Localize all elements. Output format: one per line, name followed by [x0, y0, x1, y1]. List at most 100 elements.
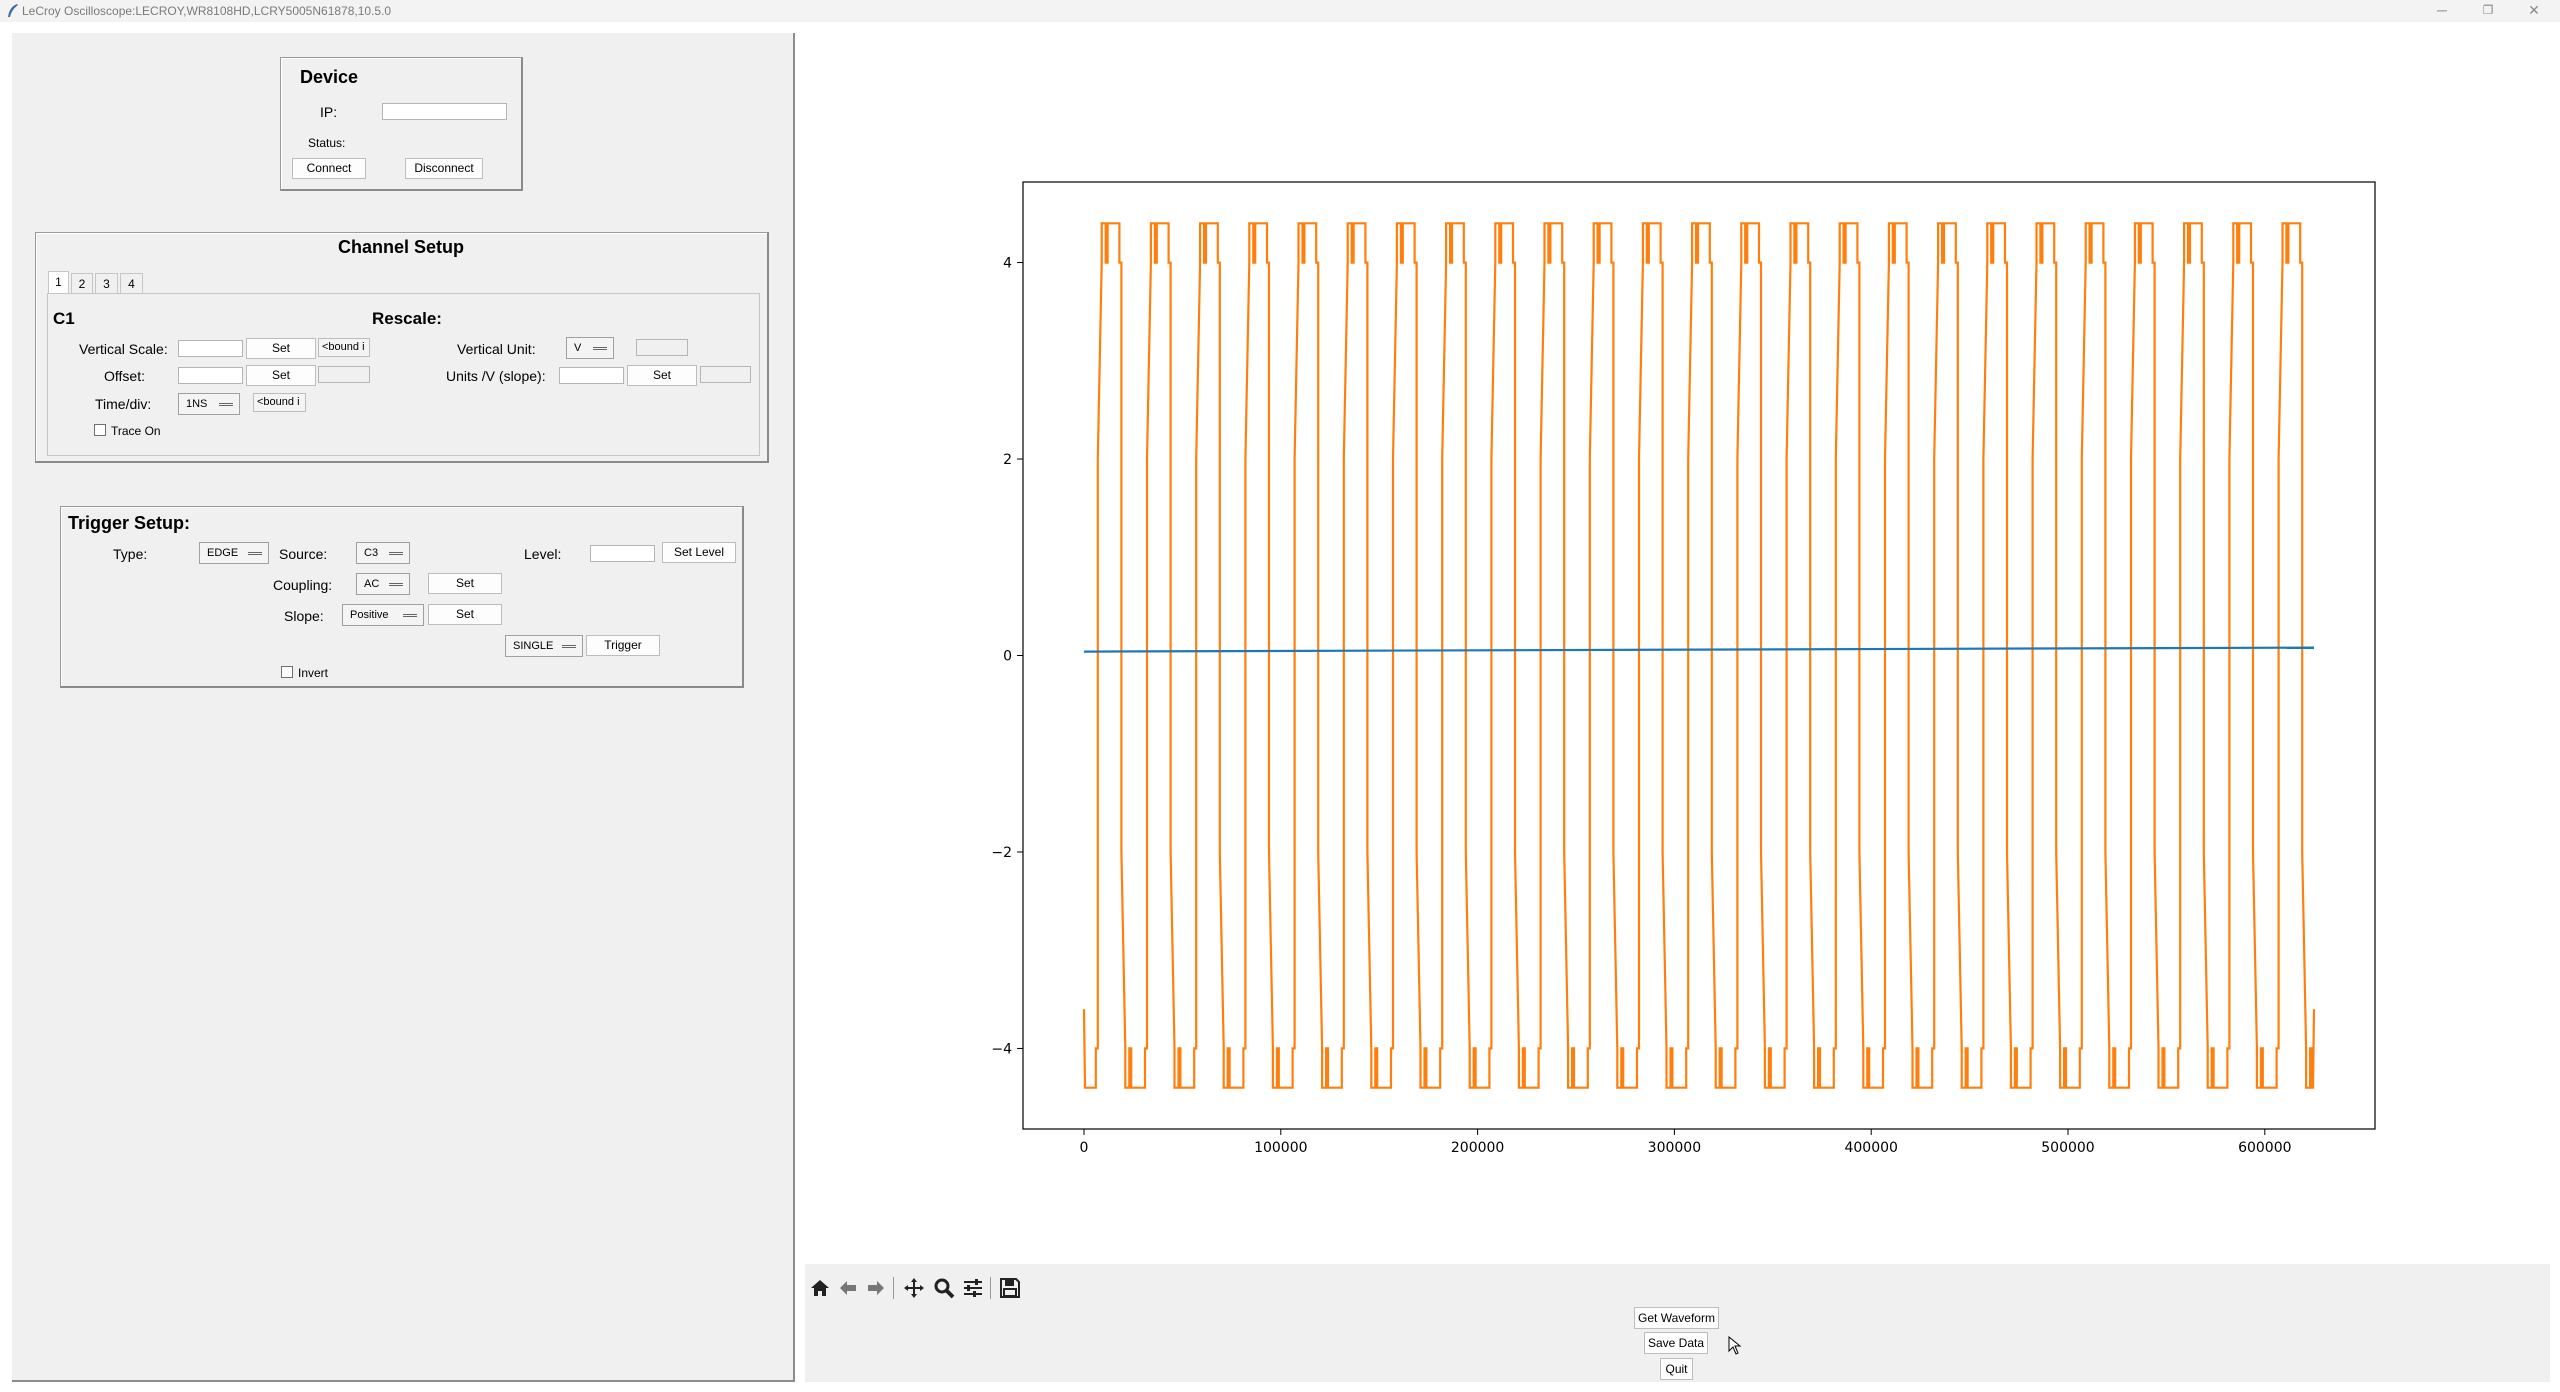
status-label: Status:	[308, 136, 346, 150]
trigger-type-dropdown[interactable]: EDGE	[199, 542, 269, 564]
tab-channel-2[interactable]: 2	[71, 273, 93, 293]
trigger-source-dropdown[interactable]: C3	[356, 542, 410, 564]
minimize-icon[interactable]: ─	[2437, 2, 2447, 18]
coupling-value: AC	[364, 578, 380, 590]
trigger-mode-value: SINGLE	[513, 640, 554, 652]
window-title: LeCroy Oscilloscope:LECROY,WR8108HD,LCRY…	[22, 4, 392, 18]
mouse-cursor-icon	[1728, 1336, 1742, 1355]
title-bar: LeCroy Oscilloscope:LECROY,WR8108HD,LCRY…	[0, 0, 2560, 22]
plot-axes-frame	[1022, 181, 2376, 1130]
y-tick-label: −4	[991, 1041, 1012, 1057]
coupling-set-button[interactable]: Set	[428, 573, 502, 594]
ip-input[interactable]	[382, 103, 507, 120]
trigger-source-label: Source:	[279, 546, 328, 562]
control-panel	[12, 33, 795, 1382]
ip-label: IP:	[320, 104, 338, 120]
x-tick-label: 200000	[1451, 1140, 1504, 1156]
dropdown-indicator-icon	[219, 403, 233, 406]
dropdown-indicator-icon	[389, 552, 403, 555]
quit-button[interactable]: Quit	[1660, 1358, 1693, 1380]
tab-channel-3[interactable]: 3	[95, 273, 118, 293]
waveform-plot[interactable]: 0 100000 200000 300000 400000 500000 600000 −4 −…	[805, 33, 2550, 1264]
units-slope-input[interactable]	[559, 367, 624, 384]
tab-channel-1[interactable]: 1	[48, 271, 69, 293]
zoom-icon[interactable]	[932, 1276, 956, 1300]
get-waveform-button[interactable]: Get Waveform	[1634, 1307, 1719, 1329]
plot-marks: 0 100000 200000 300000 400000 500000 600000 −4 −…	[991, 181, 2376, 1156]
trigger-button[interactable]: Trigger	[586, 635, 660, 656]
forward-icon[interactable]	[864, 1276, 888, 1300]
vertical-scale-label: Vertical Scale:	[79, 341, 168, 357]
invert-label: Invert	[298, 666, 329, 680]
offset-input[interactable]	[178, 367, 243, 384]
trigger-source-value: C3	[364, 547, 379, 559]
coupling-label: Coupling:	[273, 577, 333, 593]
restore-icon[interactable]: ❐	[2482, 3, 2494, 17]
invert-checkbox[interactable]	[281, 666, 293, 678]
time-div-dropdown[interactable]: 1NS	[178, 393, 240, 415]
connect-button[interactable]: Connect	[292, 158, 366, 179]
x-tick-label: 0	[1080, 1140, 1089, 1156]
offset-set-button[interactable]: Set	[246, 365, 316, 386]
channel-setup-frame	[35, 232, 769, 463]
units-slope-set-button[interactable]: Set	[627, 365, 697, 386]
time-div-bound-label: <bound i	[253, 393, 306, 412]
trigger-mode-dropdown[interactable]: SINGLE	[505, 635, 583, 657]
configure-icon[interactable]	[961, 1276, 985, 1300]
dropdown-indicator-icon	[593, 347, 607, 350]
pan-icon[interactable]	[902, 1276, 926, 1300]
trace-on-label: Trace On	[111, 424, 161, 438]
dropdown-indicator-icon	[248, 552, 262, 555]
time-div-value: 1NS	[186, 398, 208, 410]
x-tick-label: 100000	[1254, 1140, 1307, 1156]
vertical-scale-bound-label: <bound i	[318, 338, 370, 357]
coupling-dropdown[interactable]: AC	[356, 573, 410, 595]
save-icon[interactable]	[998, 1276, 1022, 1300]
tab-channel-4[interactable]: 4	[120, 273, 143, 293]
units-slope-label: Units /V (slope):	[446, 368, 546, 384]
disconnect-button[interactable]: Disconnect	[405, 158, 483, 179]
channel-name: C1	[53, 309, 75, 328]
dropdown-indicator-icon	[389, 583, 403, 586]
trigger-setup-title: Trigger Setup:	[68, 513, 191, 533]
y-tick-label: 4	[1003, 256, 1012, 272]
toolbar-separator	[893, 1277, 894, 1299]
trigger-type-label: Type:	[113, 546, 148, 562]
series-blue-line	[1083, 646, 2315, 653]
vertical-scale-input[interactable]	[178, 340, 243, 357]
trigger-setup-frame	[60, 506, 744, 688]
app-feather-icon	[8, 4, 18, 17]
tab-content-panel	[47, 293, 760, 456]
slope-value: Positive	[350, 609, 389, 621]
back-icon[interactable]	[836, 1276, 860, 1300]
toolbar-separator	[990, 1277, 991, 1299]
channel-setup-title: Channel Setup	[338, 237, 465, 257]
close-icon[interactable]: ✕	[2528, 2, 2540, 18]
x-tick-label: 400000	[1844, 1140, 1897, 1156]
series-orange-line	[1082, 222, 2316, 1089]
offset-readout	[318, 366, 370, 383]
dropdown-indicator-icon	[562, 645, 576, 648]
vertical-unit-dropdown[interactable]: V	[566, 337, 614, 359]
rescale-title: Rescale:	[372, 309, 442, 328]
vertical-scale-set-button[interactable]: Set	[246, 338, 316, 359]
x-tick-label: 500000	[2041, 1140, 2094, 1156]
trace-on-checkbox[interactable]	[94, 424, 106, 436]
trigger-level-input[interactable]	[590, 545, 655, 562]
trigger-type-value: EDGE	[207, 547, 239, 559]
vertical-unit-readout	[636, 339, 688, 356]
slope-label: Slope:	[284, 608, 324, 624]
units-slope-readout	[700, 366, 751, 383]
device-title: Device	[300, 67, 359, 87]
slope-dropdown[interactable]: Positive	[342, 604, 424, 626]
y-tick-label: 2	[1003, 452, 1012, 468]
vertical-unit-label: Vertical Unit:	[457, 341, 536, 357]
device-frame	[280, 57, 523, 191]
slope-set-button[interactable]: Set	[428, 604, 502, 625]
dropdown-indicator-icon	[403, 614, 417, 617]
x-tick-label: 600000	[2238, 1140, 2291, 1156]
set-level-button[interactable]: Set Level	[662, 542, 736, 563]
home-icon[interactable]	[808, 1276, 832, 1300]
save-data-button[interactable]: Save Data	[1644, 1332, 1708, 1354]
x-tick-label: 300000	[1648, 1140, 1701, 1156]
